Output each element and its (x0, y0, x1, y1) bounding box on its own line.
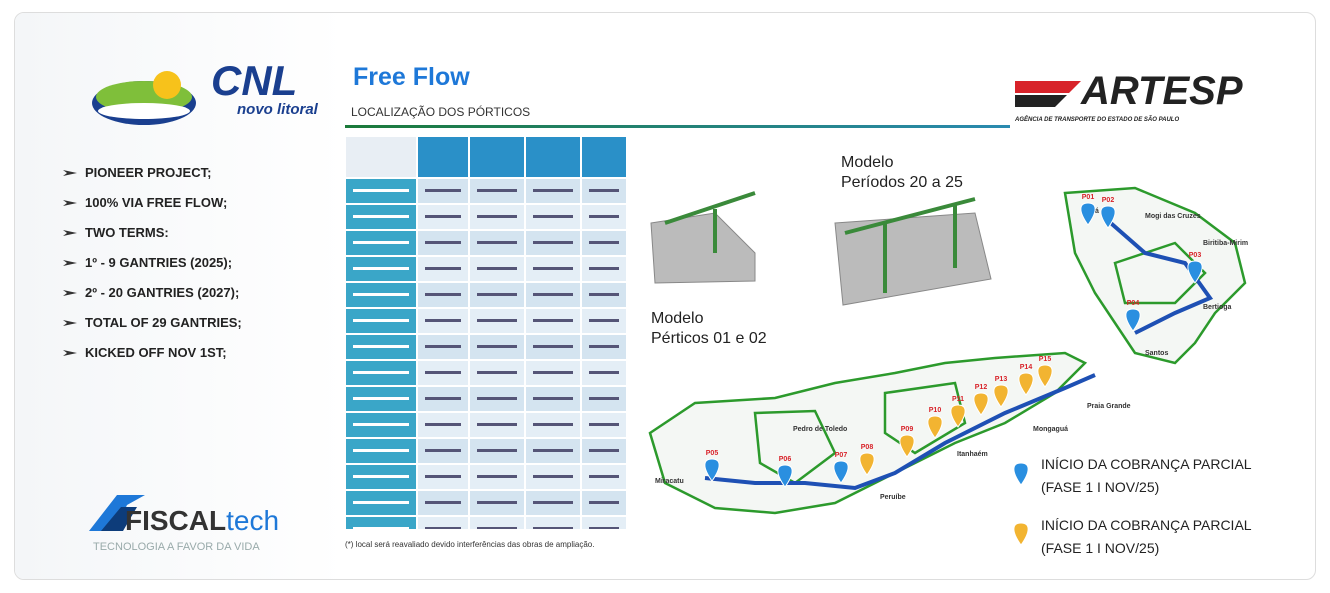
pin (1014, 463, 1028, 485)
pin-label: P08 (861, 444, 874, 451)
place-label: Bertioga (1203, 304, 1232, 311)
slide: CNL novo litoral Free Flow LOCALIZAÇÃO D… (14, 12, 1316, 580)
pin-label: P10 (929, 407, 942, 414)
model-label: Modelo (841, 153, 963, 173)
place-label: Itanhaém (957, 451, 988, 458)
pin-label: P07 (835, 452, 848, 459)
pin-label: P01 (1082, 194, 1095, 201)
legend-text: INÍCIO DA COBRANÇA PARCIAL (1041, 514, 1252, 537)
pin-label: P13 (995, 376, 1008, 383)
map-shape (835, 213, 991, 305)
model-detail: Períodos 20 a 25 (841, 173, 963, 193)
place-label: Santos (1145, 350, 1168, 357)
pin-label: P15 (1039, 356, 1052, 363)
legend-item: INÍCIO DA COBRANÇA PARCIAL(FASE 1 I NOV/… (1041, 453, 1252, 499)
place-label: Biritiba-Mirim (1203, 240, 1248, 247)
pin-label: P09 (901, 426, 914, 433)
pin-label: P03 (1189, 252, 1202, 259)
pin-label: P14 (1020, 364, 1033, 371)
legend-text: INÍCIO DA COBRANÇA PARCIAL (1041, 453, 1252, 476)
pin-label: P02 (1102, 197, 1115, 204)
legend-detail: (FASE 1 I NOV/25) (1041, 476, 1252, 499)
place-label: Mogi das Cruzes (1145, 213, 1201, 220)
pin (1014, 523, 1028, 545)
pin-label: P12 (975, 384, 988, 391)
place-label: Praia Grande (1087, 403, 1131, 410)
model-caption: ModeloPérticos 01 e 02 (651, 309, 767, 349)
place-label: Pedro de Toledo (793, 426, 847, 433)
model-detail: Pérticos 01 e 02 (651, 329, 767, 349)
pin-label: P11 (952, 396, 964, 403)
legend-detail: (FASE 1 I NOV/25) (1041, 537, 1252, 560)
pin-label: P06 (779, 456, 792, 463)
map-shape (651, 213, 991, 305)
place-label: Mongaguá (1033, 426, 1068, 433)
legend-item: INÍCIO DA COBRANÇA PARCIAL(FASE 1 I NOV/… (1041, 514, 1252, 560)
pin-label: P05 (706, 450, 719, 457)
place-label: Miracatu (655, 478, 684, 485)
model-label: Modelo (651, 309, 767, 329)
legend-icons (1007, 461, 1037, 580)
place-label: Peruíbe (880, 494, 906, 501)
pin-label: P04 (1127, 300, 1140, 307)
